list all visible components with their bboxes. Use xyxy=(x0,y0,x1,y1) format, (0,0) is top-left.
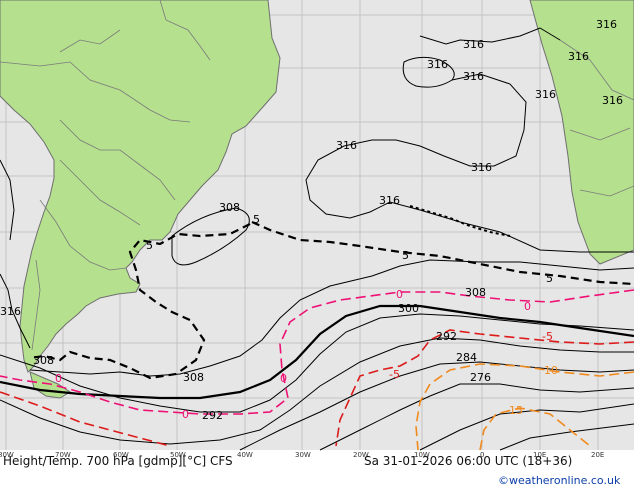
label-temp-0: 0 xyxy=(182,408,189,421)
label-temp-0: 0 xyxy=(55,372,62,385)
label-temp-15: 15 xyxy=(509,404,523,417)
lon-label: 20E xyxy=(591,451,604,459)
label-300: 300 xyxy=(398,302,419,315)
label-316: 316 xyxy=(471,161,492,174)
label-temp-5: 5 xyxy=(402,249,409,262)
label-292: 292 xyxy=(202,409,223,422)
label-temp-0: 0 xyxy=(524,300,531,313)
label-316: 316 xyxy=(602,94,623,107)
lon-label: 30W xyxy=(295,451,311,459)
label-temp-0: 0 xyxy=(396,288,403,301)
label-308: 308 xyxy=(183,371,204,384)
longitude-labels: 80W 70W 60W 50W 40W 30W 20W 10W 0 10E 20… xyxy=(0,451,604,459)
label-308: 308 xyxy=(33,354,54,367)
label-284: 284 xyxy=(456,351,477,364)
label-292: 292 xyxy=(436,330,457,343)
height-contours xyxy=(0,27,634,451)
label-316: 316 xyxy=(463,70,484,83)
isotherm-zero-red-south xyxy=(0,391,171,447)
land-south-america xyxy=(0,0,281,373)
lon-label: 10E xyxy=(533,451,546,459)
label-316: 316 xyxy=(0,305,21,318)
lon-label: 50W xyxy=(170,451,186,459)
site-credit[interactable]: ©weatheronline.co.uk xyxy=(498,474,621,487)
lon-label: 0 xyxy=(480,451,484,459)
label-308: 308 xyxy=(465,286,486,299)
lon-label: 70W xyxy=(55,451,71,459)
label-308: 308 xyxy=(219,201,240,214)
label-316: 316 xyxy=(379,194,400,207)
label-316: 316 xyxy=(463,38,484,51)
lon-label: 20W xyxy=(353,451,369,459)
footer-bar xyxy=(0,458,634,490)
temperature-labels: 5 5 5 5 -5 -5 0 0 0 0 0 10 15 xyxy=(55,213,558,421)
map-title: Height/Temp. 700 hPa [gdmp][°C] CFS xyxy=(3,454,233,468)
label-316: 316 xyxy=(568,50,589,63)
label-276: 276 xyxy=(470,371,491,384)
valid-time: Sa 31-01-2026 06:00 UTC (18+36) xyxy=(364,454,573,468)
land-africa xyxy=(529,0,634,265)
contour-300-thick xyxy=(0,304,634,400)
label-316: 316 xyxy=(336,139,357,152)
label-temp-0: 0 xyxy=(280,372,287,385)
label-316: 316 xyxy=(427,58,448,71)
label-316: 316 xyxy=(596,18,617,31)
isotherm-positive-orange-b xyxy=(479,407,591,451)
label-temp-minus5: -5 xyxy=(542,330,553,343)
lon-label: 40W xyxy=(237,451,253,459)
lon-label: 10W xyxy=(414,451,430,459)
isotherm-5-black-dashed xyxy=(29,220,634,380)
label-316: 316 xyxy=(535,88,556,101)
label-temp-5: 5 xyxy=(146,239,153,252)
lon-label: 80W xyxy=(0,451,14,459)
country-borders xyxy=(0,0,634,351)
isotherm-positive-orange-a xyxy=(415,363,634,451)
label-temp-5: 5 xyxy=(253,213,260,226)
lon-label: 60W xyxy=(113,451,129,459)
label-temp-minus5: -5 xyxy=(389,368,400,381)
isotherm-zero-red xyxy=(335,329,634,447)
height-labels: 316 316 316 316 316 316 316 316 316 316 … xyxy=(0,18,623,422)
isotherm-negative-magenta xyxy=(0,289,634,415)
label-temp-10: 10 xyxy=(544,364,558,377)
label-temp-5: 5 xyxy=(546,272,553,285)
